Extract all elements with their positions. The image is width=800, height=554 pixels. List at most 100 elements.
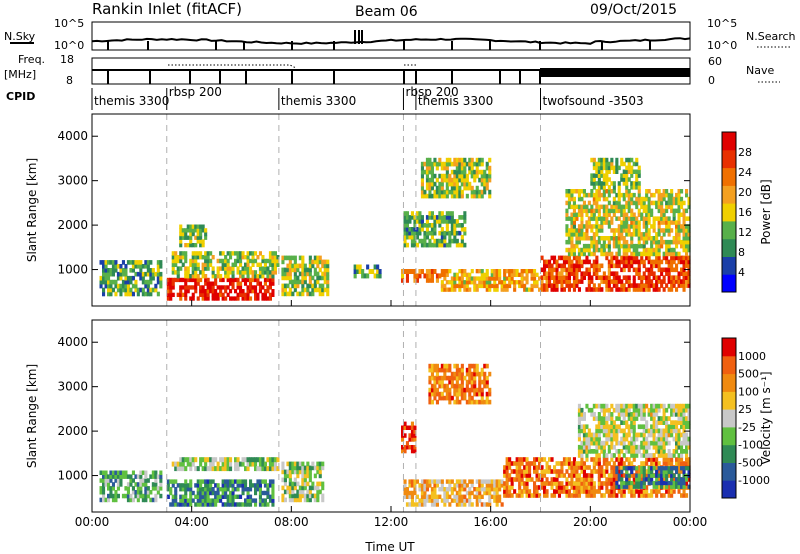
data-cell bbox=[592, 161, 596, 167]
data-cell bbox=[577, 263, 581, 269]
data-cell bbox=[675, 407, 679, 413]
data-cell bbox=[657, 208, 661, 214]
data-cell bbox=[607, 481, 611, 486]
data-cell bbox=[124, 474, 128, 479]
data-cell bbox=[460, 161, 464, 167]
data-cell bbox=[592, 247, 596, 253]
data-cell bbox=[296, 465, 300, 471]
data-cell bbox=[201, 296, 205, 301]
data-cell bbox=[553, 489, 557, 494]
data-cell bbox=[635, 196, 639, 202]
data-cell bbox=[600, 407, 604, 413]
data-cell bbox=[605, 216, 609, 221]
data-cell bbox=[443, 387, 447, 393]
data-cell bbox=[191, 296, 195, 301]
data-cell bbox=[543, 493, 547, 498]
data-cell bbox=[468, 367, 472, 373]
data-cell bbox=[605, 157, 609, 163]
data-cell bbox=[102, 291, 106, 297]
data-cell bbox=[630, 216, 634, 221]
data-cell bbox=[430, 391, 434, 397]
data-cell bbox=[605, 251, 609, 257]
data-cell bbox=[520, 461, 524, 466]
data-cell bbox=[196, 498, 200, 503]
data-cell bbox=[463, 215, 467, 220]
data-cell bbox=[425, 498, 429, 503]
data-cell bbox=[687, 436, 691, 442]
data-cell bbox=[448, 387, 452, 393]
data-cell bbox=[169, 281, 173, 286]
data-cell bbox=[602, 279, 606, 284]
data-cell bbox=[585, 287, 589, 292]
data-cell bbox=[181, 285, 185, 290]
data-cell bbox=[179, 228, 183, 233]
colorbar-swatch bbox=[722, 409, 736, 428]
data-cell bbox=[141, 287, 145, 293]
data-cell bbox=[473, 379, 477, 385]
data-cell bbox=[186, 289, 190, 294]
colorbar-frame bbox=[721, 131, 737, 293]
data-cell bbox=[612, 165, 616, 171]
data-cell bbox=[592, 185, 596, 190]
data-cell bbox=[478, 498, 482, 503]
data-cell bbox=[525, 473, 529, 478]
nsky-tick-top: 10^5 bbox=[54, 17, 84, 30]
data-cell bbox=[401, 429, 405, 434]
data-cell bbox=[129, 268, 133, 273]
data-cell bbox=[660, 444, 664, 450]
data-cell bbox=[410, 234, 414, 240]
data-cell bbox=[607, 275, 611, 280]
data-cell bbox=[453, 498, 457, 503]
data-cell bbox=[488, 387, 492, 393]
data-cell bbox=[121, 470, 125, 475]
data-cell bbox=[465, 161, 469, 167]
data-cell bbox=[281, 271, 285, 277]
data-cell bbox=[214, 483, 218, 488]
data-cell bbox=[675, 484, 679, 489]
data-cell bbox=[102, 260, 106, 265]
data-cell bbox=[204, 258, 208, 264]
data-cell bbox=[675, 243, 679, 249]
data-cell bbox=[605, 255, 609, 261]
data-cell bbox=[585, 489, 589, 494]
data-cell bbox=[635, 453, 639, 458]
data-cell bbox=[440, 379, 444, 385]
data-cell bbox=[627, 196, 631, 202]
data-cell bbox=[206, 483, 210, 488]
data-cell bbox=[620, 480, 624, 486]
data-cell bbox=[577, 255, 581, 261]
data-cell bbox=[201, 466, 205, 472]
data-cell bbox=[184, 502, 188, 507]
data-cell bbox=[268, 498, 272, 503]
data-cell bbox=[595, 161, 599, 167]
data-cell bbox=[615, 436, 619, 442]
data-cell bbox=[254, 274, 258, 279]
data-cell bbox=[617, 489, 621, 494]
data-cell bbox=[612, 196, 616, 202]
data-cell bbox=[660, 416, 664, 421]
data-cell bbox=[597, 428, 601, 434]
data-cell bbox=[283, 255, 287, 261]
data-cell bbox=[146, 478, 150, 483]
data-cell bbox=[440, 498, 444, 503]
data-cell bbox=[166, 479, 170, 484]
data-cell bbox=[286, 271, 290, 277]
data-cell bbox=[685, 236, 689, 241]
data-cell bbox=[590, 407, 594, 413]
data-cell bbox=[625, 173, 629, 178]
data-cell bbox=[585, 481, 589, 486]
colorbar-swatch bbox=[722, 203, 736, 222]
x-tick-label: 04:00 bbox=[174, 515, 209, 529]
data-cell bbox=[630, 165, 634, 171]
data-cell bbox=[520, 477, 524, 482]
data-cell bbox=[665, 228, 669, 233]
data-cell bbox=[114, 478, 118, 483]
data-cell bbox=[453, 371, 457, 377]
data-cell bbox=[268, 285, 272, 290]
data-cell bbox=[682, 275, 686, 280]
data-cell bbox=[640, 243, 644, 249]
data-cell bbox=[176, 461, 180, 467]
data-cell bbox=[665, 224, 669, 229]
data-cell bbox=[99, 275, 103, 281]
data-cell bbox=[610, 271, 614, 276]
